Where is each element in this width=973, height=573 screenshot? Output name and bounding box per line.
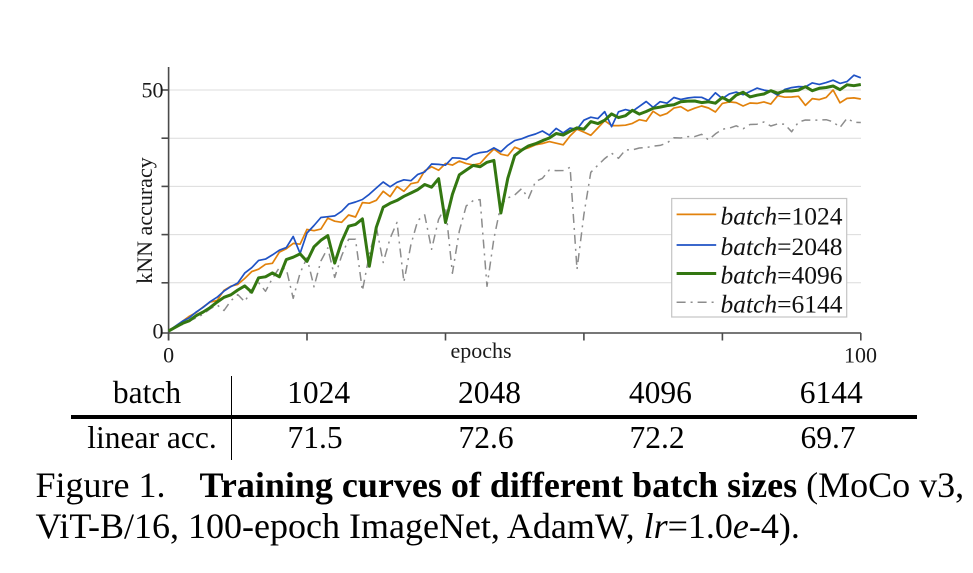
svg-text:100: 100 <box>844 343 877 368</box>
svg-text:batch=1024: batch=1024 <box>721 201 843 230</box>
svg-text:batch=6144: batch=6144 <box>721 289 843 318</box>
svg-text:batch=4096: batch=4096 <box>721 261 843 290</box>
svg-text:0: 0 <box>163 343 174 368</box>
svg-text:kNN accuracy: kNN accuracy <box>132 157 157 283</box>
svg-text:batch=2048: batch=2048 <box>721 232 843 261</box>
svg-text:0: 0 <box>153 319 164 344</box>
svg-text:epochs: epochs <box>450 338 511 363</box>
svg-text:50: 50 <box>142 78 164 103</box>
